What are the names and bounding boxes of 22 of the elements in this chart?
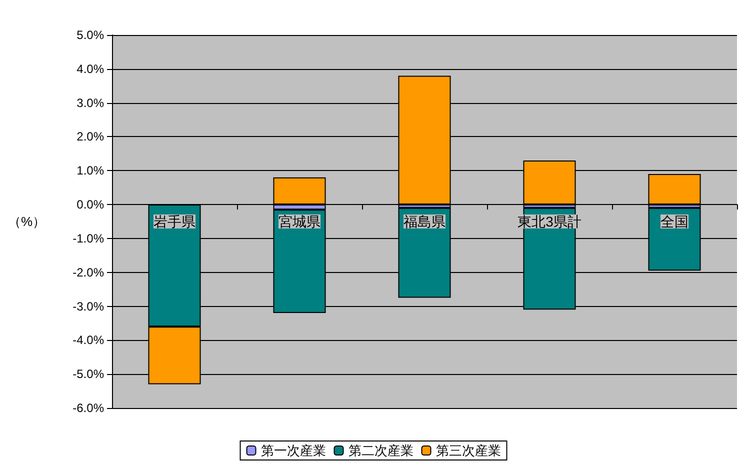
y-tick-label: 4.0%	[76, 62, 104, 76]
x-tick-label: 福島県	[404, 214, 446, 230]
y-tick-label: -3.0%	[72, 299, 104, 314]
legend-label: 第一次産業	[260, 443, 326, 458]
y-tick-label: -4.0%	[72, 333, 104, 348]
x-tick-label: 東北3県計	[518, 214, 582, 230]
x-tick-label: 全国	[660, 214, 688, 230]
y-axis-title: （%）	[8, 214, 46, 229]
y-tick-label: 3.0%	[76, 96, 104, 110]
y-tick-label: -2.0%	[72, 265, 104, 280]
y-tick-label: 2.0%	[76, 130, 104, 144]
y-tick-label: -6.0%	[72, 401, 104, 415]
bar	[648, 174, 701, 205]
y-tick-label: 0.0%	[76, 198, 104, 212]
y-tick-label: 5.0%	[76, 28, 104, 42]
y-tick-label: -1.0%	[72, 231, 104, 246]
x-tick-label: 岩手県	[154, 214, 196, 230]
legend-label: 第三次産業	[436, 443, 501, 458]
legend-label: 第二次産業	[348, 443, 414, 458]
y-tick-label: -5.0%	[72, 367, 104, 382]
y-tick-label: 1.0%	[76, 164, 104, 178]
x-tick-label: 宮城県	[278, 214, 320, 230]
